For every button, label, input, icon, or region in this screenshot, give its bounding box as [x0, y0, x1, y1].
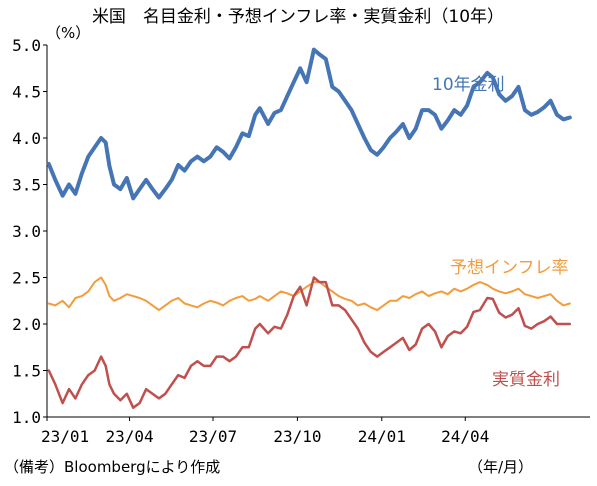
series-lines — [46, 47, 572, 409]
x-tick-label: 24/04 — [441, 427, 489, 446]
series-line-real — [47, 276, 572, 409]
series-label-real: 実質金利 — [492, 370, 560, 390]
series-label-nominal: 10年金利 — [432, 75, 505, 95]
y-tick-label: 2.0 — [12, 315, 41, 334]
x-tick-label: 23/10 — [273, 427, 321, 446]
chart-title: 米国 名目金利・予想インフレ率・実質金利（10年） — [92, 7, 504, 27]
x-tick-label: 23/04 — [105, 427, 153, 446]
x-tick-label: 24/01 — [358, 427, 406, 446]
y-tick-label: 5.0 — [12, 36, 41, 55]
x-unit-label: （年/月） — [468, 458, 533, 476]
source-note: （備考）Bloombergにより作成 — [4, 458, 220, 476]
y-tick-label: 1.5 — [12, 362, 41, 381]
y-unit-label: （%） — [46, 24, 90, 42]
series-label-inflation: 予想インフレ率 — [450, 258, 569, 278]
y-tick-label: 3.5 — [12, 176, 41, 195]
series-line-inflation — [47, 276, 571, 312]
y-tick-label: 3.0 — [12, 222, 41, 241]
y-tick-label: 4.5 — [12, 83, 41, 102]
y-tick-label: 4.0 — [12, 129, 41, 148]
x-tick-label: 23/01 — [41, 427, 89, 446]
axes: 5.0 4.5 4.0 3.5 3.0 2.5 2.0 1.5 1.023/01 23/04 23/… — [12, 36, 590, 446]
y-tick-label: 2.5 — [12, 269, 41, 288]
x-tick-label: 23/07 — [189, 427, 237, 446]
series-line-nominal — [46, 47, 572, 201]
y-tick-label: 1.0 — [12, 408, 41, 427]
